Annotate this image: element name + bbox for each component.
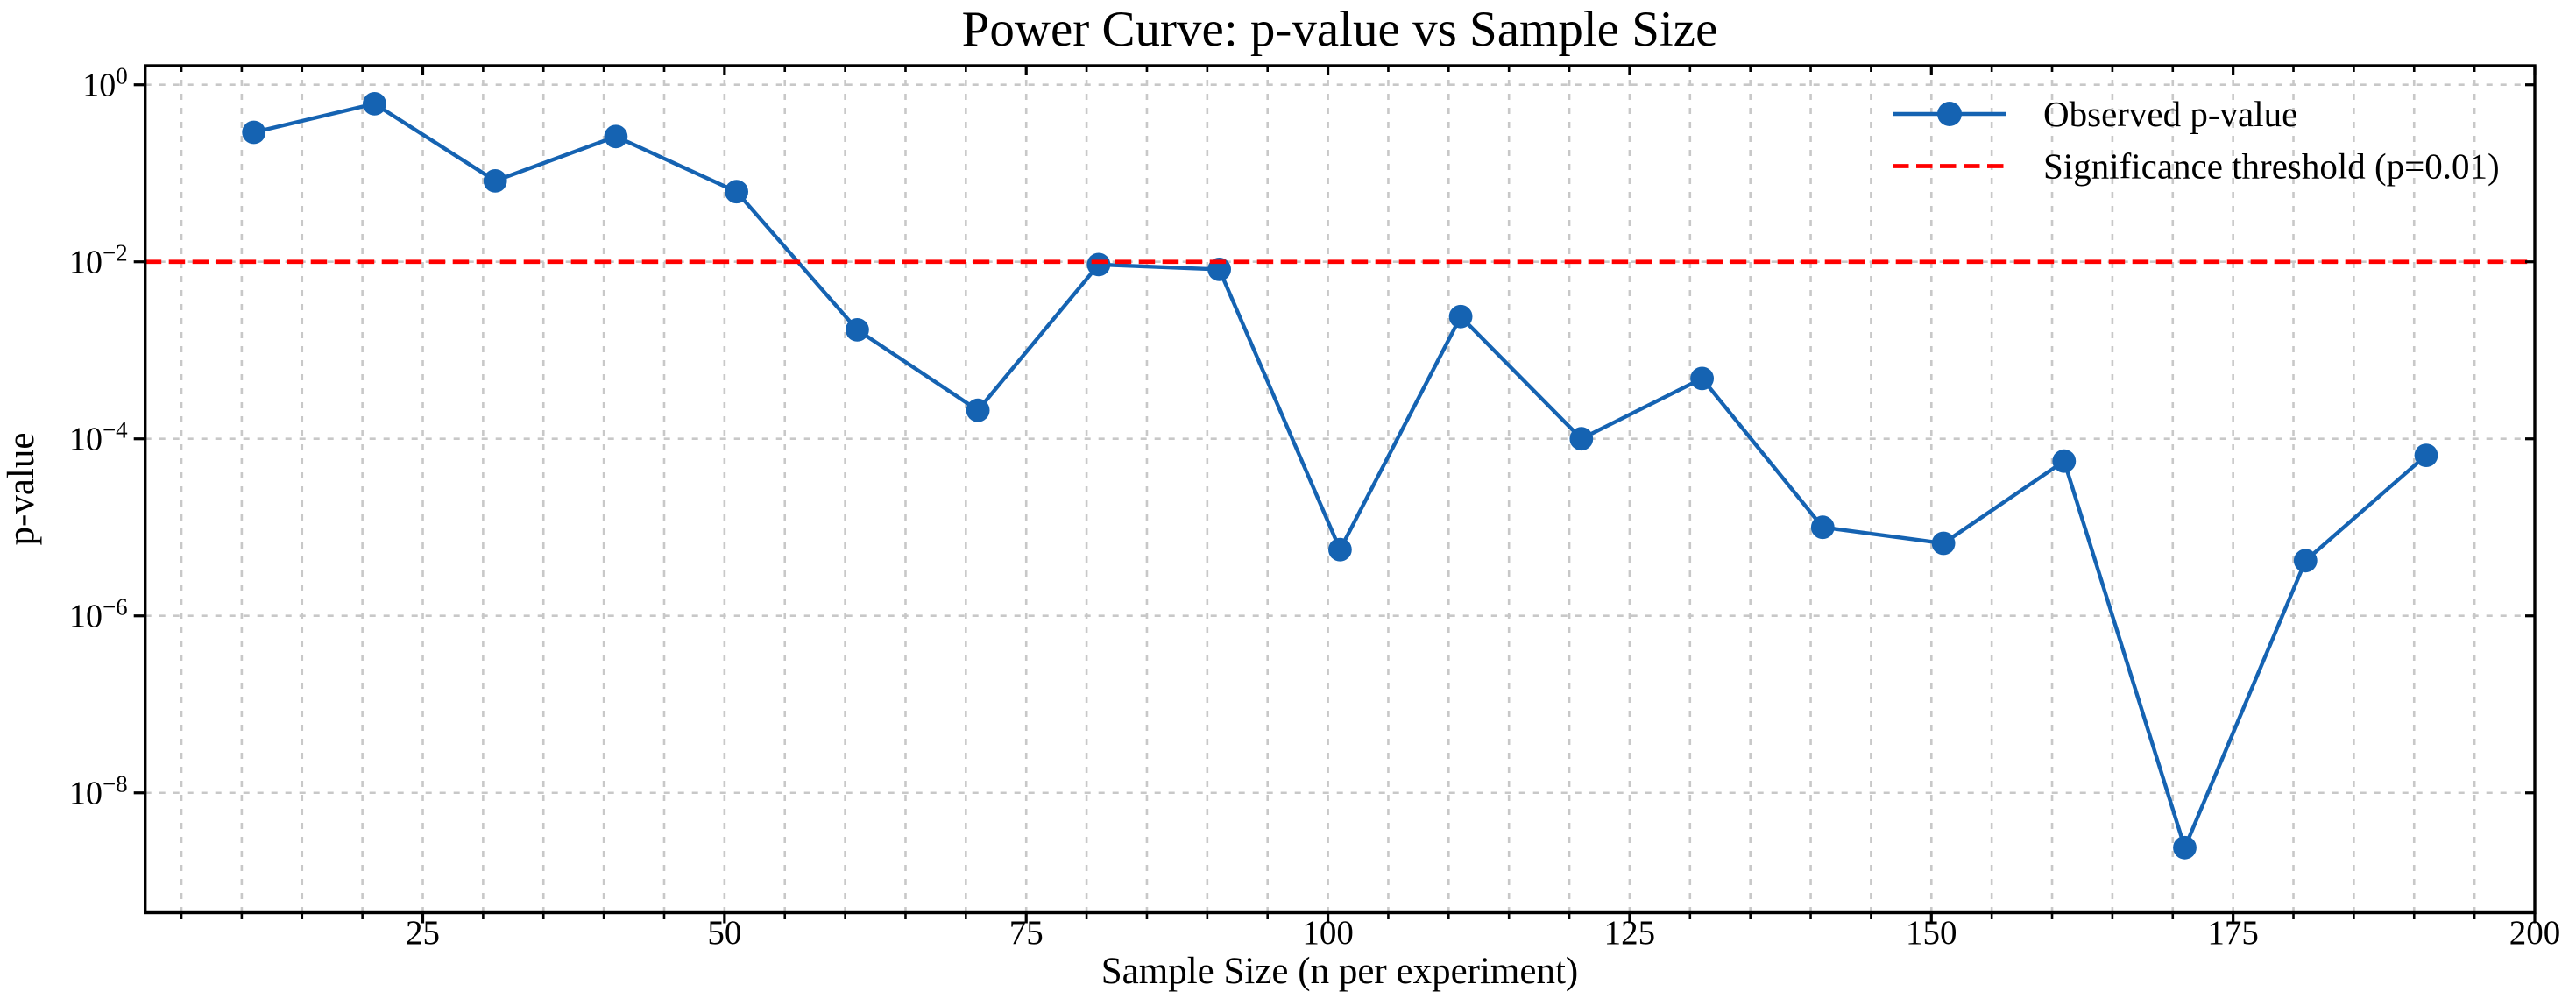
- x-tick-label: 25: [406, 914, 440, 952]
- plot-frame: [143, 64, 2537, 915]
- x-axis-label: Sample Size (n per experiment): [1101, 951, 1578, 992]
- data-point-marker: [242, 120, 266, 145]
- x-gridlines: [180, 66, 2476, 913]
- x-tick-label: 175: [2207, 914, 2259, 952]
- data-point-marker: [2293, 549, 2318, 573]
- legend: Observed p-value Significance threshold …: [1893, 94, 2500, 187]
- data-point-marker: [363, 92, 386, 116]
- x-tick-label: 200: [2509, 914, 2561, 952]
- y-tick-label: 10−8: [69, 771, 128, 812]
- data-point-marker: [1328, 537, 1352, 562]
- y-axis-label: p-value: [1, 433, 42, 546]
- data-point-marker: [483, 169, 507, 193]
- data-point-marker: [1810, 515, 1835, 540]
- x-tick-label: 50: [707, 914, 741, 952]
- y-gridlines: [145, 83, 2535, 795]
- data-point-marker: [1086, 252, 1111, 277]
- data-point-marker: [1690, 366, 1714, 391]
- legend-observed-marker-sample: [1937, 102, 1962, 126]
- data-point-marker: [725, 180, 748, 204]
- data-point-marker: [846, 318, 869, 342]
- data-point-marker: [604, 124, 628, 149]
- observed-series: [242, 92, 2438, 860]
- data-point-marker: [2173, 835, 2197, 860]
- x-tick-label: 75: [1009, 914, 1044, 952]
- x-tick-label: 125: [1604, 914, 1656, 952]
- x-tick-labels: 25 50 75 100 125 150 175 200: [406, 914, 2560, 952]
- legend-observed-label: Observed p-value: [2043, 94, 2297, 134]
- data-point-marker: [2414, 443, 2438, 467]
- x-tick-label: 150: [1906, 914, 1957, 952]
- data-point-marker: [966, 398, 990, 422]
- data-point-marker: [1569, 427, 1594, 451]
- data-point-marker: [1448, 304, 1473, 329]
- data-point-marker: [2052, 449, 2077, 473]
- legend-threshold-label: Significance threshold (p=0.01): [2043, 146, 2500, 187]
- axis-ticks: [133, 66, 2537, 924]
- y-tick-label: 10−2: [69, 240, 128, 281]
- data-point-marker: [1931, 531, 1956, 556]
- chart-title: Power Curve: p-value vs Sample Size: [962, 2, 1718, 57]
- x-tick-label: 100: [1302, 914, 1354, 952]
